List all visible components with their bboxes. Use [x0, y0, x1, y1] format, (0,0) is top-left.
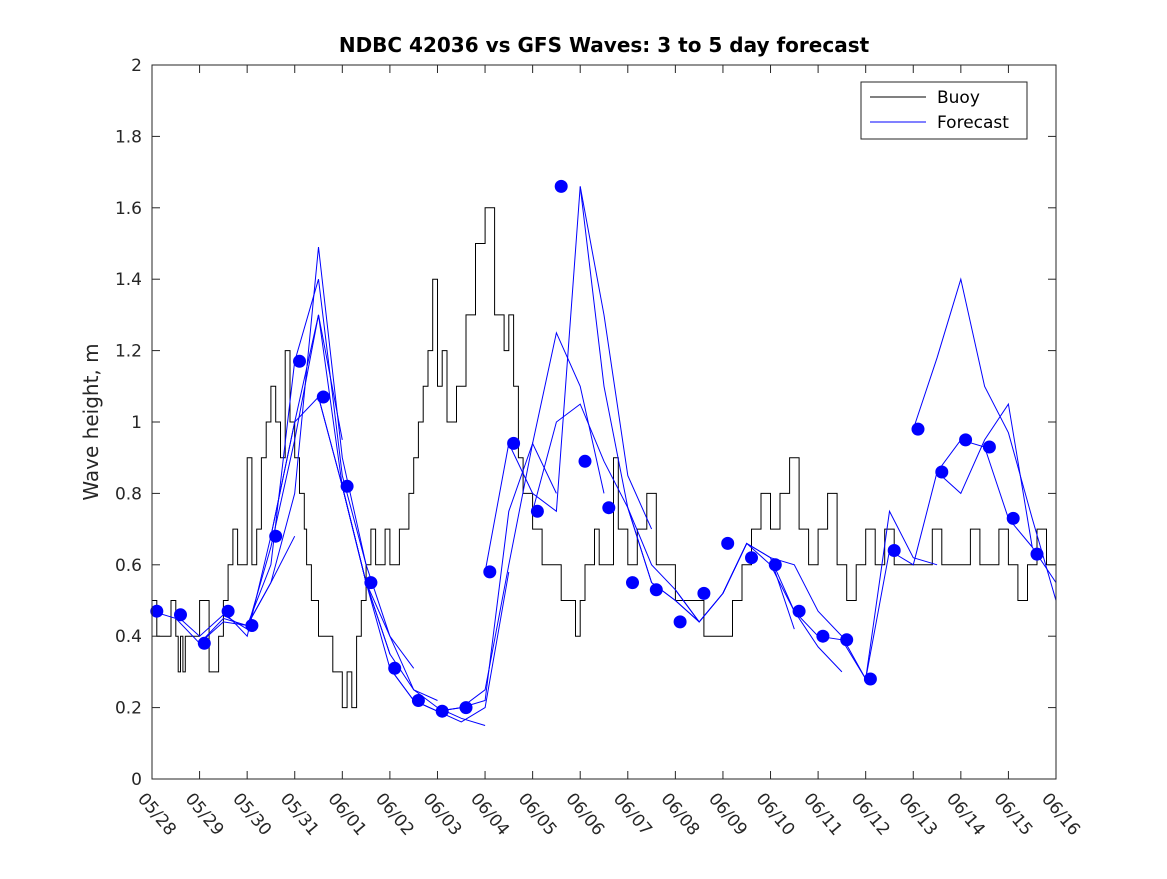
forecast-run-line — [674, 542, 843, 673]
forecast-marker — [863, 672, 877, 686]
marker-layer — [150, 179, 1044, 718]
forecast-run-line — [246, 247, 415, 669]
forecast-marker — [388, 661, 402, 675]
y-tick-label: 0.4 — [115, 627, 142, 647]
forecast-marker — [221, 604, 235, 618]
y-tick-label: 1.2 — [115, 342, 142, 362]
forecast-marker — [245, 619, 259, 632]
forecast-marker — [507, 436, 521, 450]
forecast-marker — [673, 615, 687, 629]
forecast-run-line — [199, 279, 367, 644]
forecast-marker — [174, 608, 187, 622]
y-tick-label: 1.6 — [115, 199, 142, 219]
forecast-run-line — [912, 277, 1057, 601]
forecast-marker — [578, 454, 592, 468]
forecast-marker — [959, 433, 973, 447]
y-tick-label: 0 — [131, 770, 142, 790]
forecast-marker — [745, 551, 758, 565]
forecast-marker — [602, 501, 616, 515]
y-tick-label: 1.8 — [115, 127, 142, 147]
forecast-marker — [792, 604, 806, 618]
forecast-marker — [340, 479, 354, 493]
chart-title: NDBC 42036 vs GFS Waves: 3 to 5 day fore… — [339, 33, 870, 57]
y-tick-label: 2 — [131, 56, 142, 76]
forecast-marker — [768, 558, 782, 572]
forecast-marker — [697, 586, 711, 600]
buoy-series-line — [152, 207, 1056, 709]
y-tick-label: 0.2 — [115, 699, 142, 719]
forecast-marker — [530, 504, 544, 518]
forecast-marker — [840, 633, 854, 647]
forecast-marker — [626, 576, 639, 590]
y-tick-label: 0.6 — [115, 556, 142, 576]
legend: Buoy Forecast — [860, 81, 1028, 140]
y-axis-label: Wave height, m — [79, 343, 103, 500]
forecast-marker — [649, 583, 663, 597]
legend-label-forecast: Forecast — [937, 113, 1009, 133]
forecast-marker — [982, 440, 996, 454]
forecast-marker — [459, 701, 473, 715]
forecast-marker — [1006, 511, 1020, 525]
y-tick-label: 0.8 — [115, 484, 142, 504]
forecast-marker — [269, 529, 283, 543]
forecast-marker — [316, 390, 330, 404]
forecast-marker — [887, 544, 901, 557]
plot-area — [152, 65, 1056, 779]
forecast-marker — [1030, 547, 1044, 561]
legend-box — [860, 81, 1028, 140]
forecast-run-line — [484, 186, 653, 572]
forecast-marker — [483, 565, 497, 579]
forecast-marker — [911, 422, 925, 436]
forecast-marker — [293, 354, 306, 368]
forecast-marker — [554, 179, 568, 193]
legend-label-buoy: Buoy — [937, 88, 980, 108]
forecast-marker — [935, 465, 949, 479]
forecast-run-line — [770, 509, 938, 681]
forecast-marker — [150, 604, 164, 618]
forecast-marker — [197, 636, 211, 650]
forecast-marker — [816, 629, 830, 643]
forecast-marker — [435, 704, 449, 718]
forecast-marker — [721, 536, 735, 550]
y-tick-label: 1 — [131, 413, 142, 433]
y-tick-label: 1.4 — [115, 270, 142, 290]
forecast-marker — [411, 694, 425, 707]
forecast-marker — [364, 576, 378, 590]
